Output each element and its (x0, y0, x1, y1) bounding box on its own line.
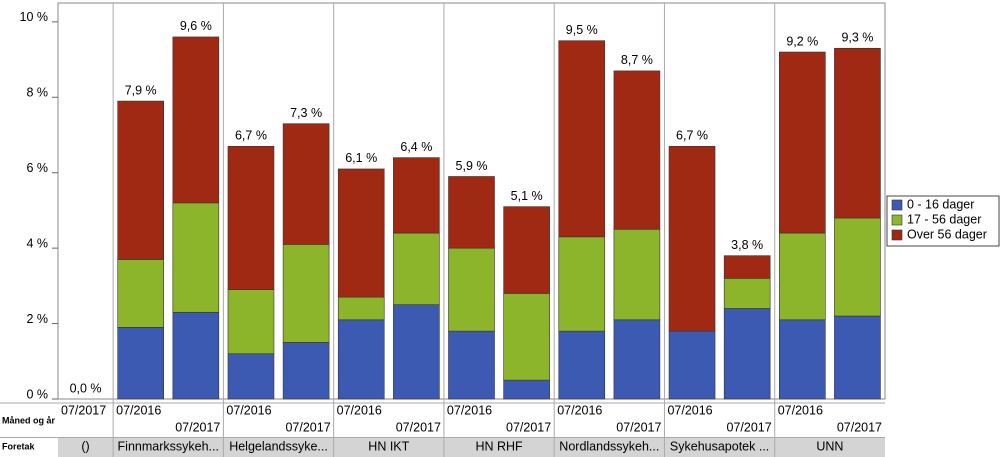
total-label: 6,7 % (235, 129, 267, 143)
bar-segment (337, 296, 385, 321)
x-tick-label: 07/2016 (778, 403, 823, 417)
y-tick-label: 4 % (26, 236, 48, 250)
bar-segment (778, 232, 826, 321)
bar-segment (558, 236, 606, 332)
total-label: 9,5 % (566, 23, 598, 37)
legend-swatch (891, 229, 903, 241)
x-tick-label: 07/2017 (396, 420, 441, 434)
group-label: () (81, 439, 89, 453)
legend-label: 17 - 56 dager (907, 212, 981, 226)
bar-segment (172, 36, 220, 204)
bar-segment (834, 217, 881, 317)
x-tick-label: 07/2016 (226, 403, 271, 417)
x-tick-label: 07/2016 (116, 403, 161, 417)
bar-segment (723, 255, 771, 279)
bar-segment (613, 70, 661, 230)
total-label: 7,9 % (125, 83, 157, 97)
bar-segment (227, 146, 275, 290)
group-label: Sykehusapotek ... (670, 439, 769, 453)
legend-label: 0 - 16 dager (907, 197, 974, 211)
bar-segment (282, 342, 330, 400)
bar-segment (117, 100, 164, 260)
total-label: 5,9 % (456, 159, 488, 173)
x-tick-label: 07/2017 (175, 420, 220, 434)
bar-segment (227, 289, 275, 355)
total-label: 9,2 % (786, 34, 818, 48)
y-tick-label: 10 % (20, 10, 49, 24)
bar-segment (172, 202, 220, 313)
total-label: 6,1 % (345, 151, 377, 165)
group-label: Finnmarkssykeh... (118, 439, 219, 453)
bar-segment (503, 379, 550, 400)
y-tick-label: 2 % (26, 312, 48, 326)
y-tick-label: 0 % (26, 387, 48, 401)
group-label: HN IKT (368, 439, 409, 453)
bar-segment (778, 51, 826, 234)
bar-segment (227, 353, 275, 400)
legend-box (886, 195, 1000, 247)
bar-segment (282, 244, 330, 343)
bar-segment (117, 327, 164, 400)
bar-segment (337, 319, 385, 400)
bar-segment (337, 168, 385, 298)
bar-segment (723, 308, 771, 400)
bar-segment (503, 206, 550, 294)
bar-segment (613, 228, 661, 321)
group-label: HN RHF (475, 439, 523, 453)
bar-segment (834, 47, 881, 219)
x-tick-label: 07/2017 (837, 420, 882, 434)
bar-segment (613, 319, 661, 400)
total-label: 6,4 % (400, 140, 432, 154)
legend-swatch (891, 199, 903, 211)
total-label: 6,7 % (676, 129, 708, 143)
y-tick-label: 6 % (26, 161, 48, 175)
group-label: Nordlandssykeh... (559, 439, 659, 453)
total-label: 9,3 % (841, 31, 873, 45)
bar-segment (393, 304, 440, 400)
x-tick-label: 07/2016 (337, 403, 382, 417)
legend-swatch (891, 214, 903, 226)
y-tick-label: 8 % (26, 86, 48, 100)
bar-segment (282, 123, 330, 245)
x-tick-label: 07/2017 (616, 420, 661, 434)
total-label: 9,6 % (180, 19, 212, 33)
bar-segment (558, 330, 606, 400)
total-label: 8,7 % (621, 53, 653, 67)
bar-segment (558, 40, 606, 238)
total-label: 0,0 % (70, 381, 102, 395)
bar-segment (723, 278, 771, 309)
bar-segment (668, 330, 716, 400)
bar-segment (668, 146, 716, 332)
x-tick-label: 07/2017 (285, 420, 330, 434)
x-tick-label: 07/2016 (557, 403, 602, 417)
total-label: 7,3 % (290, 106, 322, 120)
bar-segment (172, 311, 220, 400)
bar-segment (448, 247, 495, 332)
x-tick-label: 07/2016 (667, 403, 712, 417)
bar-segment (448, 330, 495, 400)
bar-segment (834, 315, 881, 400)
x-tick-label: 07/2016 (447, 403, 492, 417)
bar-segment (448, 176, 495, 249)
bar-segment (117, 259, 164, 328)
total-label: 3,8 % (731, 238, 763, 252)
foretak-row-fill (58, 438, 885, 457)
group-label: UNN (816, 439, 843, 453)
group-label: Helgelandssyke... (229, 439, 328, 453)
x-row-label: Foretak (2, 441, 36, 451)
x-row-label: Måned og år (2, 415, 56, 425)
bar-segment (393, 157, 440, 234)
bar-segment (393, 232, 440, 306)
bar-segment (503, 293, 550, 381)
x-tick-label: 07/2017 (61, 403, 106, 417)
x-tick-label: 07/2017 (727, 420, 772, 434)
total-label: 5,1 % (511, 189, 543, 203)
legend-label: Over 56 dager (907, 227, 987, 241)
bar-segment (778, 319, 826, 400)
x-tick-label: 07/2017 (506, 420, 551, 434)
